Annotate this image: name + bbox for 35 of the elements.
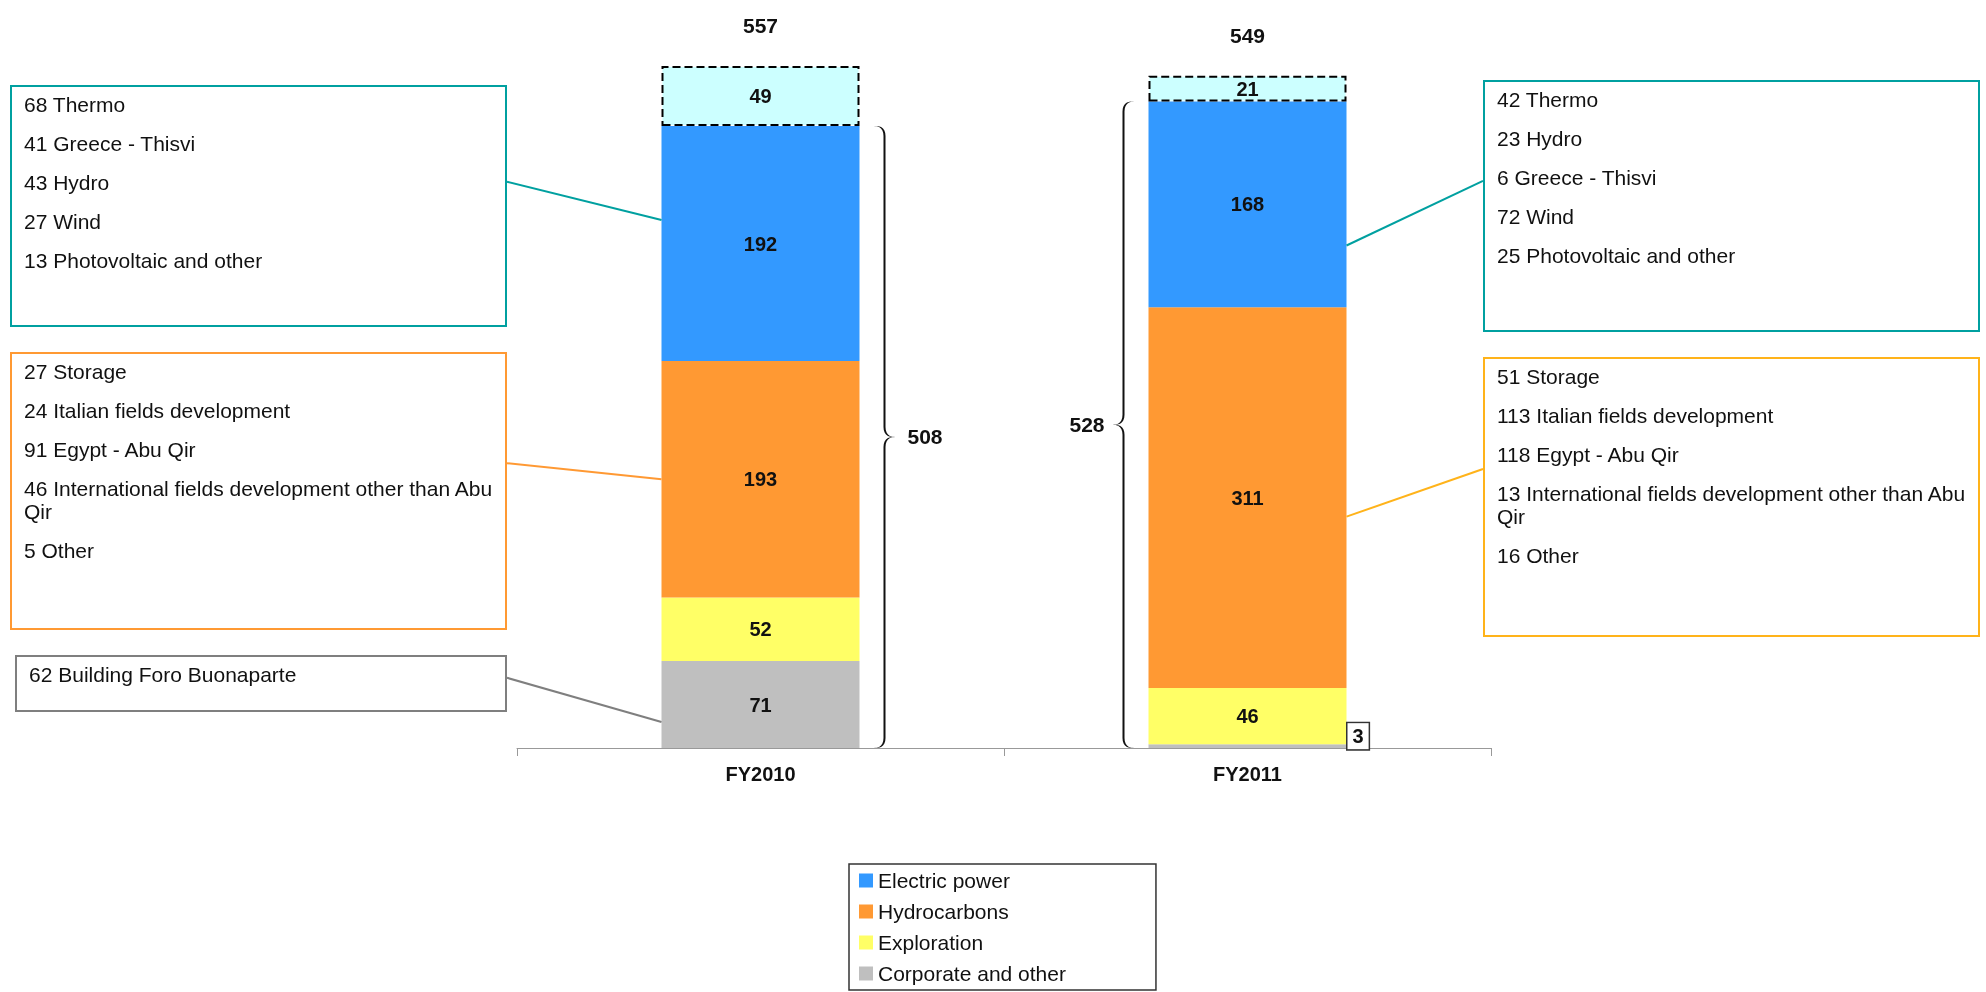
x-tick-label: FY2011 (1213, 763, 1282, 785)
bar (661, 597, 860, 662)
bar (661, 661, 860, 748)
data-label: 168 (1230, 193, 1265, 216)
legend-label: Electric power (878, 869, 1010, 892)
bar (1148, 75, 1347, 102)
bar (661, 66, 860, 126)
annotation: 528 (1068, 412, 1105, 437)
callout-box: 62 Building Foro Buonaparte (15, 655, 507, 712)
legend-label: Hydrocarbons (878, 900, 1009, 923)
total-label: 557 (742, 14, 779, 38)
data-label: 49 (749, 85, 772, 107)
data-label: 3 (1352, 725, 1364, 748)
data-label: 21 (1236, 77, 1259, 100)
callout-box: 68 Thermo 41 Greece - Thisvi 43 Hydro 27 Wind 13 Photovoltaic and other (10, 85, 507, 327)
total-label: 549 (1229, 23, 1266, 48)
callout-box: 51 Storage 113 Italian fields development 118 Egypt - Abu Qir 13 International fields development other than Abu Qir 16 Other (1483, 357, 1980, 637)
x-tick-label: FY2010 (725, 763, 796, 785)
bar (661, 126, 860, 362)
bar (1148, 101, 1347, 308)
callout-box: 42 Thermo 23 Hydro 6 Greece - Thisvi 72 Wind 25 Photovoltaic and other (1483, 80, 1980, 332)
data-label: 311 (1231, 486, 1264, 509)
bar (1148, 744, 1347, 748)
legend-label: Exploration (878, 931, 984, 954)
data-label: 71 (749, 693, 772, 716)
annotation: 508 (907, 424, 943, 449)
data-label: 192 (743, 232, 778, 255)
bar (1148, 307, 1347, 688)
data-label: 46 (1236, 705, 1259, 728)
data-label: 193 (743, 468, 778, 491)
bar (1148, 688, 1347, 745)
data-label: 52 (749, 618, 772, 641)
bar (661, 361, 860, 598)
callout-box: 27 Storage 24 Italian fields development 91 Egypt - Abu Qir 46 International fields development other than Abu Qir 5 Other (10, 352, 507, 630)
legend-label: Corporate and other (878, 962, 1066, 985)
